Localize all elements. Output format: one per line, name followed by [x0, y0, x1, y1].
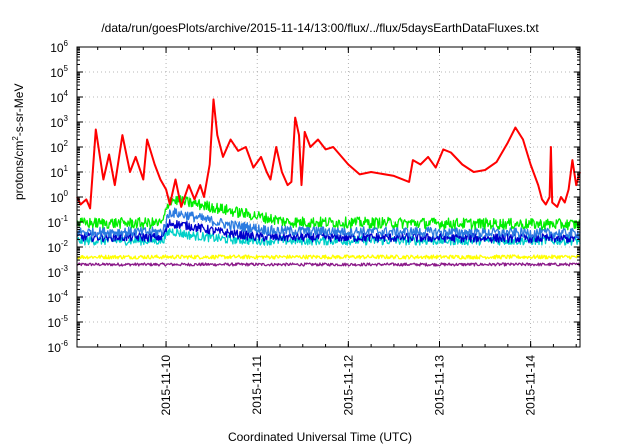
x-tick-label: 2015-11-12	[341, 355, 355, 416]
series-line	[76, 262, 581, 267]
y-tick-label: 10-4	[48, 289, 69, 305]
y-tick-label: 106	[50, 39, 68, 55]
series-line	[76, 219, 581, 244]
y-tick-label: 101	[50, 164, 68, 180]
chart-title: /data/run/goesPlots/archive/2015-11-14/1…	[101, 21, 539, 35]
x-tick-label: 2015-11-11	[250, 355, 264, 415]
series-line	[76, 98, 581, 210]
series-layer	[76, 98, 581, 267]
y-tick-label: 103	[50, 114, 68, 130]
x-tick-label: 2015-11-10	[159, 355, 173, 416]
y-tick-label: 10-3	[48, 264, 69, 280]
plot-frame	[76, 46, 581, 348]
y-tick-label: 104	[50, 89, 68, 105]
grid-lines	[77, 47, 580, 347]
axis-ticks: 10-6 10-5 10-4 10-3 10-2 10-1 100 101 102 103 104 1…	[48, 39, 580, 416]
y-axis-label: protons/cm2-s-sr-MeV	[11, 83, 26, 200]
series-line	[76, 207, 581, 239]
series-line	[76, 195, 581, 231]
y-tick-label: 100	[50, 189, 68, 205]
x-tick-label: 2015-11-13	[432, 355, 446, 416]
y-tick-label: 105	[50, 64, 68, 80]
y-tick-label: 10-2	[48, 239, 69, 255]
y-tick-label: 10-1	[48, 214, 69, 230]
y-tick-label: 10-5	[48, 314, 69, 330]
x-axis-label: Coordinated Universal Time (UTC)	[227, 430, 413, 444]
y-tick-label: 102	[50, 139, 68, 155]
x-tick-label: 2015-11-14	[524, 355, 538, 416]
series-line	[76, 254, 581, 260]
y-tick-label: 10-6	[48, 339, 69, 355]
